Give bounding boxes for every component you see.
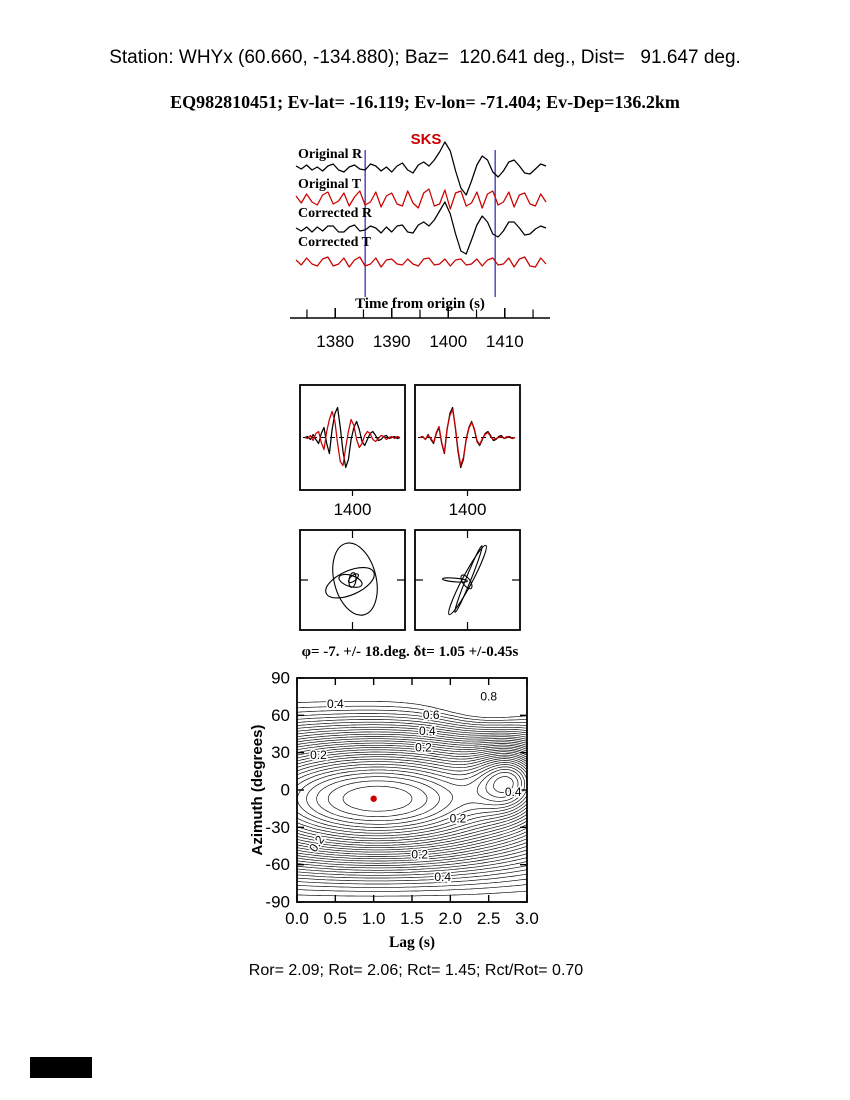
svg-text:0.5: 0.5 <box>324 909 348 928</box>
trace-label-original-t: Original T <box>298 177 362 192</box>
svg-text:1390: 1390 <box>373 332 411 351</box>
trace-label-original-r: Original R <box>298 147 363 162</box>
svg-text:0: 0 <box>281 781 290 800</box>
svg-text:1400: 1400 <box>429 332 467 351</box>
svg-text:1410: 1410 <box>486 332 524 351</box>
window-left-tick-label: 1400 <box>333 500 372 519</box>
svg-text:0.4: 0.4 <box>505 785 522 799</box>
svg-text:0.4: 0.4 <box>327 697 344 711</box>
contour-x-axis-title: Lag (s) <box>388 934 436 951</box>
energy-ratios-text: Ror= 2.09; Rot= 2.06; Rct= 1.45; Rct/Rot… <box>248 962 584 979</box>
svg-text:0.0: 0.0 <box>285 909 309 928</box>
splitting-result-text: φ= -7. +/- 18.deg. δt= 1.05 +/-0.45s <box>301 644 519 660</box>
svg-text:2.5: 2.5 <box>477 909 501 928</box>
svg-text:0.2: 0.2 <box>310 748 327 762</box>
svg-text:1.0: 1.0 <box>362 909 386 928</box>
svg-text:0.2: 0.2 <box>415 740 432 754</box>
svg-text:0.6: 0.6 <box>423 708 440 722</box>
svg-text:-90: -90 <box>265 893 290 912</box>
svg-text:60: 60 <box>271 706 290 725</box>
svg-text:30: 30 <box>271 743 290 762</box>
svg-text:0.2: 0.2 <box>450 811 467 825</box>
svg-text:-60: -60 <box>265 855 290 874</box>
svg-text:2.0: 2.0 <box>439 909 463 928</box>
contour-y-axis-title: Azimuth (degrees) <box>249 724 266 856</box>
trace-label-corrected-t: Corrected T <box>298 235 371 250</box>
svg-text:0.4: 0.4 <box>419 724 436 738</box>
svg-text:3.0: 3.0 <box>515 909 539 928</box>
corner-mark <box>30 1057 92 1078</box>
window-right-tick-label: 1400 <box>448 500 487 519</box>
time-axis-title: Time from origin (s) <box>355 296 485 312</box>
event-subtitle: EQ982810451; Ev-lat= -16.119; Ev-lon= -7… <box>170 92 680 112</box>
svg-text:0.4: 0.4 <box>434 870 451 884</box>
svg-text:0.8: 0.8 <box>480 689 497 703</box>
phase-label: SKS <box>410 131 442 148</box>
svg-text:-30: -30 <box>265 818 290 837</box>
svg-text:0.2: 0.2 <box>411 847 428 861</box>
svg-text:1.5: 1.5 <box>400 909 424 928</box>
svg-text:1380: 1380 <box>316 332 354 351</box>
trace-label-corrected-r: Corrected R <box>298 206 372 221</box>
svg-text:90: 90 <box>271 669 290 688</box>
station-title: Station: WHYx (60.660, -134.880); Baz= 1… <box>109 47 741 68</box>
